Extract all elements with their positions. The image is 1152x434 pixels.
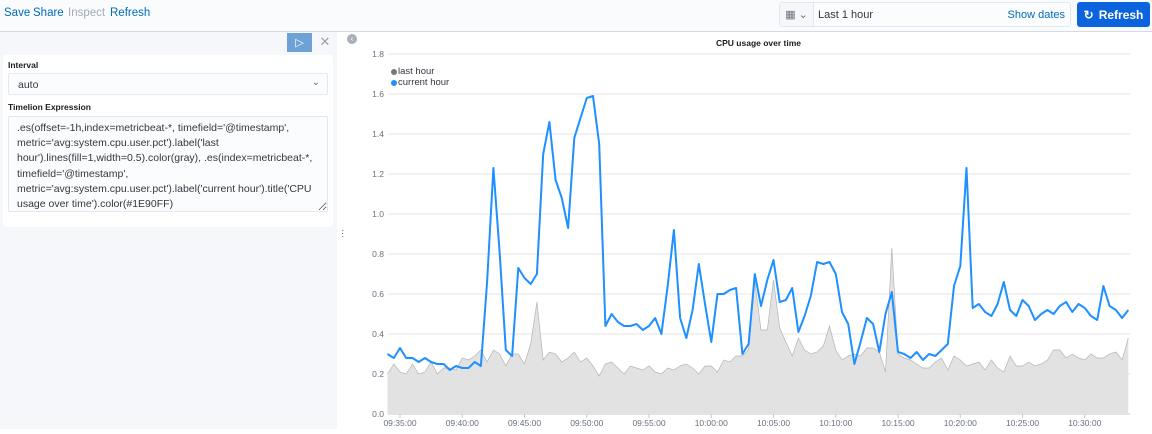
x-tick-label: 10:25:00	[1006, 418, 1039, 428]
series-area-0	[388, 248, 1129, 414]
run-button[interactable]: ▷	[287, 33, 312, 52]
x-tick-label: 09:45:00	[508, 418, 541, 428]
x-tick-label: 09:40:00	[446, 418, 479, 428]
x-tick-label: 10:00:00	[695, 418, 728, 428]
x-tick-label: 10:15:00	[881, 418, 914, 428]
legend-dot-icon	[391, 80, 397, 86]
x-tick-label: 09:55:00	[632, 418, 665, 428]
play-icon: ▷	[295, 36, 303, 49]
close-editor-button[interactable]: ✕	[318, 34, 332, 50]
chart-title: CPU usage over time	[345, 38, 1152, 48]
quick-select-button[interactable]: ▦⌄	[780, 3, 814, 26]
y-tick-label: 0.8	[372, 249, 384, 259]
x-tick-label: 09:35:00	[383, 418, 416, 428]
x-tick-label: 10:05:00	[757, 418, 790, 428]
show-dates-link[interactable]: Show dates	[1008, 9, 1065, 21]
legend-label: last hour	[398, 66, 434, 77]
save-link[interactable]: Save	[4, 7, 30, 19]
calendar-icon: ▦	[785, 8, 795, 21]
editor-form: Interval auto ⌄ Timelion Expression .es(o…	[3, 55, 333, 227]
legend-item-last-hour[interactable]: last hour	[391, 66, 434, 77]
y-tick-label: 0.6	[372, 289, 384, 299]
chart-canvas: 0.0 0.2 0.4 0.6 0.8 1.0 1.2 1.4 1.6 1.8 09:35:00 09…	[345, 32, 1152, 429]
expression-label: Timelion Expression	[8, 102, 91, 112]
refresh-link[interactable]: Refresh	[110, 7, 150, 19]
y-tick-label: 1.8	[372, 49, 384, 59]
x-tick-label: 09:50:00	[570, 418, 603, 428]
interval-label: Interval	[8, 60, 38, 70]
chevron-down-icon: ⌄	[312, 77, 320, 88]
legend-item-current-hour[interactable]: current hour	[391, 77, 449, 88]
refresh-label: Refresh	[1099, 8, 1144, 22]
editor-panel: ▷ ✕ Interval auto ⌄ Timelion Expression .…	[0, 32, 337, 429]
time-range-display[interactable]: Last 1 hour	[818, 9, 873, 21]
interval-select[interactable]: auto ⌄	[8, 73, 328, 95]
x-tick-label: 10:30:00	[1068, 418, 1101, 428]
chevron-down-icon: ⌄	[799, 8, 808, 21]
x-tick-label: 10:10:00	[819, 418, 852, 428]
top-nav: Save Share Inspect Refresh ▦⌄ Last 1 hou…	[0, 0, 1152, 32]
y-tick-label: 1.4	[372, 129, 384, 139]
y-tick-label: 0.4	[372, 329, 384, 339]
y-tick-label: 0.2	[372, 369, 384, 379]
time-picker: ▦⌄ Last 1 hour Show dates	[779, 2, 1071, 27]
drag-handle-icon[interactable]: ···	[341, 229, 344, 238]
y-tick-label: 1.0	[372, 209, 384, 219]
legend-dot-icon	[391, 69, 397, 75]
share-link[interactable]: Share	[33, 7, 64, 19]
expression-input[interactable]: .es(offset=-1h,index=metricbeat-*, timef…	[8, 116, 328, 212]
y-tick-label: 1.2	[372, 169, 384, 179]
interval-value: auto	[18, 79, 38, 91]
y-tick-label: 0.0	[372, 409, 384, 419]
x-tick-label: 10:20:00	[944, 418, 977, 428]
refresh-icon: ↻	[1084, 8, 1094, 22]
y-tick-label: 1.6	[372, 89, 384, 99]
inspect-link: Inspect	[68, 7, 105, 19]
refresh-button[interactable]: ↻ Refresh	[1077, 2, 1150, 27]
legend-label: current hour	[398, 77, 449, 88]
